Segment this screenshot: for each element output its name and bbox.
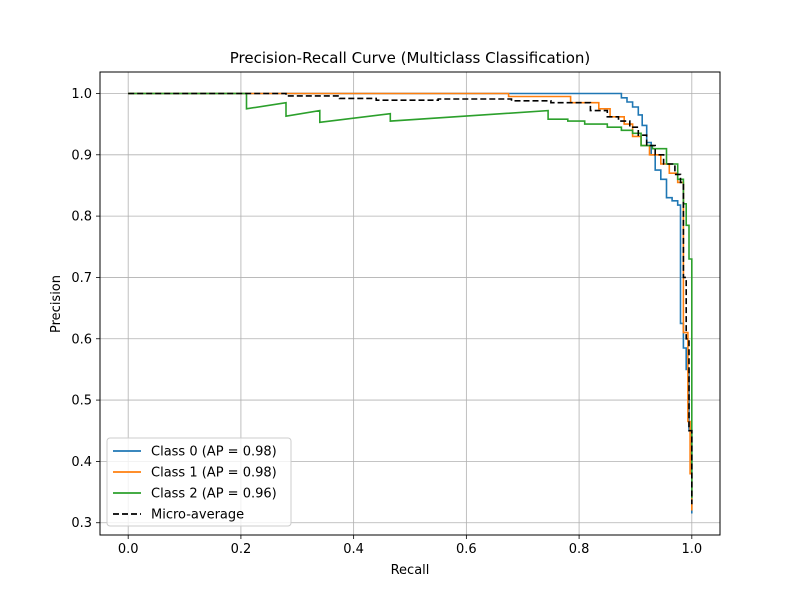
y-tick-label: 0.6 — [71, 332, 92, 347]
x-tick-label: 1.0 — [681, 542, 702, 557]
legend: Class 0 (AP = 0.98) Class 1 (AP = 0.98) Cl… — [106, 437, 292, 527]
y-tick-label: 0.7 — [71, 271, 92, 286]
x-tick-label: 0.8 — [569, 542, 590, 557]
plot-frame — [99, 71, 721, 536]
series-lines — [128, 92, 693, 514]
y-axis-label: Precision — [49, 275, 64, 333]
y-tick-label: 0.9 — [71, 148, 92, 163]
y-tick-label: 0.4 — [71, 455, 92, 470]
axis-ticks: 0.0 0.2 0.4 0.6 0.8 1.0 0.3 0.4 0.5 0.6 0.7 0.8 0.9 1… — [71, 87, 702, 557]
x-tick-label: 0.0 — [118, 542, 139, 557]
x-tick-label: 0.2 — [231, 542, 252, 557]
y-tick-label: 0.5 — [71, 394, 92, 409]
legend-label: Class 0 (AP = 0.98) — [151, 445, 277, 460]
x-tick-label: 0.4 — [343, 542, 364, 557]
series-line-0 — [128, 92, 693, 514]
x-axis-label: Recall — [391, 563, 430, 578]
x-tick-label: 0.6 — [456, 542, 477, 557]
legend-label: Class 2 (AP = 0.96) — [151, 487, 277, 502]
legend-label: Micro-average — [151, 508, 244, 523]
y-tick-label: 0.3 — [71, 516, 92, 531]
y-tick-label: 0.8 — [71, 210, 92, 225]
y-tick-label: 1.0 — [71, 87, 92, 102]
chart-title: Precision-Recall Curve (Multiclass Class… — [230, 49, 591, 67]
legend-box — [106, 437, 292, 527]
series-line-3 — [128, 92, 693, 505]
legend-label: Class 1 (AP = 0.98) — [151, 466, 277, 481]
